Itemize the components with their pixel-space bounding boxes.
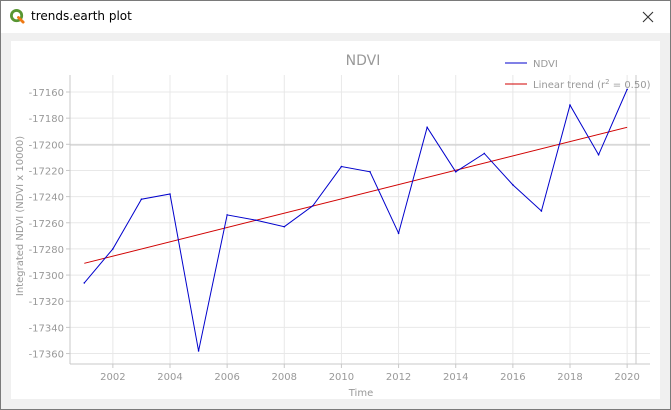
ndvi-point-2013	[426, 126, 428, 129]
y-tick-label-6: -17240	[29, 193, 64, 204]
close-button[interactable]	[626, 1, 670, 33]
ndvi-point-2015	[483, 152, 486, 155]
x-tick-label-9: 2020	[614, 372, 639, 383]
grid	[70, 75, 650, 364]
ndvi-point-2004	[169, 193, 171, 195]
ndvi-point-2014	[454, 170, 457, 173]
x-tick-label-0: 2002	[100, 372, 125, 383]
x-tick-label-1: 2004	[157, 372, 182, 383]
ndvi-point-2020	[626, 88, 628, 91]
y-tick-label-5: -17260	[29, 219, 64, 230]
series-line-ndvi	[83, 89, 628, 352]
x-tick-label-5: 2012	[386, 372, 411, 383]
ndvi-point-2019	[597, 153, 600, 156]
y-axis-label: Integrated NDVI (NDVI x 10000)	[15, 136, 26, 296]
title-bar[interactable]: trends.earth plot	[1, 1, 670, 33]
qgis-icon	[10, 9, 25, 24]
legend: NDVI Linear trend (r2 = 0.50)	[505, 59, 651, 91]
x-tick-label-7: 2016	[500, 372, 525, 383]
ndvi-point-2007	[254, 219, 257, 221]
ndvi-point-2012	[397, 232, 400, 235]
plot-frame	[69, 75, 650, 365]
ndvi-point-2010	[340, 165, 343, 168]
x-axis-label: Time	[348, 388, 373, 399]
ndvi-point-2017	[540, 210, 543, 212]
y-axis: -17360 -17340 -17320 -17300 -17280 -17260 -172…	[29, 88, 70, 361]
ndvi-point-2006	[226, 214, 228, 216]
y-tick-label-1: -17340	[29, 323, 64, 334]
x-tick-label-6: 2014	[443, 372, 468, 383]
ndvi-point-2018	[569, 104, 571, 106]
legend-ndvi-label: NDVI	[533, 59, 558, 70]
ndvi-point-2016	[512, 184, 514, 186]
x-tick-label-4: 2010	[329, 372, 354, 383]
y-tick-label-4: -17280	[29, 245, 64, 256]
ndvi-point-2009	[312, 204, 314, 207]
ndvi-point-2003	[140, 198, 143, 201]
x-axis: 2002 2004 2006 2008 2010 2012 2014 2016 2018 2020	[100, 364, 640, 383]
ndvi-point-2005	[197, 350, 200, 352]
ndvi-point-2002	[112, 248, 114, 250]
y-tick-label-3: -17300	[29, 271, 64, 282]
x-tick-label-3: 2008	[272, 372, 297, 383]
legend-trend-label: Linear trend (r2 = 0.50)	[533, 78, 651, 91]
x-tick-label-2: 2006	[214, 372, 239, 383]
y-tick-label-2: -17320	[29, 297, 64, 308]
y-tick-label-8: -17200	[29, 140, 64, 151]
ndvi-point-2001	[83, 282, 86, 284]
series	[83, 88, 628, 352]
chart-title: NDVI	[346, 53, 381, 69]
ndvi-point-2008	[283, 225, 286, 228]
close-icon	[642, 11, 654, 23]
plot-area[interactable]: -17360 -17340 -17320 -17300 -17280 -17260 -172…	[11, 41, 660, 399]
window-title: trends.earth plot	[31, 9, 132, 23]
trend-line	[84, 126, 628, 264]
ndvi-chart[interactable]: -17360 -17340 -17320 -17300 -17280 -17260 -172…	[11, 41, 660, 399]
y-tick-label-0: -17360	[29, 350, 64, 361]
y-tick-label-9: -17180	[29, 114, 64, 125]
ndvi-point-2011	[369, 170, 371, 173]
y-tick-label-7: -17220	[29, 166, 64, 177]
y-tick-label-10: -17160	[29, 88, 64, 99]
x-tick-label-8: 2018	[557, 372, 582, 383]
